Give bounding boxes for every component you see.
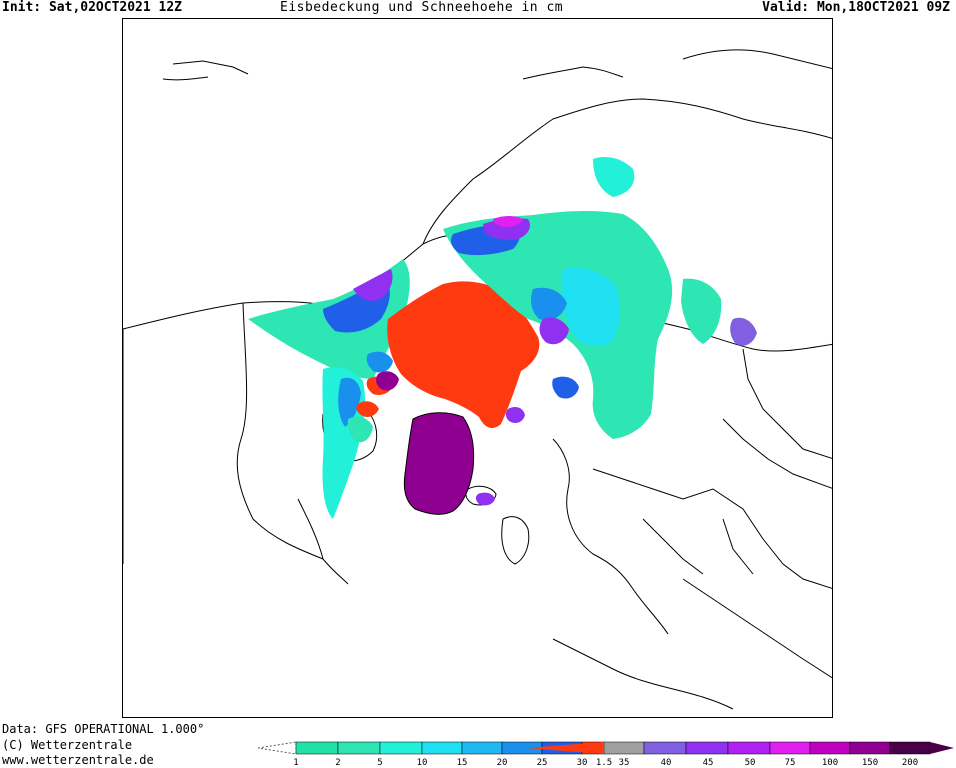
legend-tick-label: 75 <box>784 758 796 768</box>
legend-swatch-snow_15 <box>461 741 503 755</box>
siberia-coast <box>422 98 832 245</box>
color-legend <box>257 741 954 755</box>
legend-tick-label: 35 <box>618 758 630 768</box>
british-isles <box>501 516 530 565</box>
legend-swatch-snow_35 <box>603 741 645 755</box>
legend-swatch-snow_100 <box>809 741 851 755</box>
valid-time-label: Valid: Mon,18OCT2021 09Z <box>762 0 950 15</box>
website-link[interactable]: www.wetterzentrale.de <box>2 753 154 767</box>
snow-north-america <box>248 259 410 519</box>
legend-swatch-snow_200 <box>889 741 931 755</box>
legend-swatch-snow_45 <box>685 741 729 755</box>
legend-swatch-snow_1 <box>295 741 339 755</box>
legend-swatch-snow_5 <box>379 741 423 755</box>
legend-tick-label: 45 <box>702 758 714 768</box>
legend-tick-label: 5 <box>377 758 383 768</box>
legend-sea-ice-wedge <box>526 742 604 754</box>
europe-borders <box>592 468 832 679</box>
legend-tick-label: 200 <box>901 758 919 768</box>
legend-tick-label: 150 <box>861 758 879 768</box>
kamchatka-coast <box>522 49 832 80</box>
snow-arctic-islands <box>347 351 399 443</box>
legend-swatch-snow_2 <box>337 741 381 755</box>
legend-tick-label: 20 <box>496 758 508 768</box>
copyright-label: (C) Wetterzentrale <box>2 738 133 752</box>
legend-tick-label: 30 <box>576 758 588 768</box>
eastern-europe-borders <box>722 348 832 489</box>
legend-tick-label: 2 <box>335 758 341 768</box>
mediterranean-coast <box>552 638 734 710</box>
legend-swatches <box>257 741 954 755</box>
north-america-coast <box>123 234 484 585</box>
snow-eurasia <box>443 157 757 439</box>
legend-tick-label: 1.5 <box>595 758 613 768</box>
legend-tick-label: 25 <box>536 758 548 768</box>
legend-tick-label: 15 <box>456 758 468 768</box>
legend-lead-arrow <box>257 741 297 755</box>
map-title: Eisbedeckung und Schneehoehe in cm <box>280 0 564 15</box>
legend-swatch-snow_75 <box>769 741 811 755</box>
legend-tick-label: 40 <box>660 758 672 768</box>
greenland <box>403 412 475 515</box>
legend-swatch-snow_50 <box>727 741 771 755</box>
data-source-label: Data: GFS OPERATIONAL 1.000° <box>2 722 205 736</box>
sea-ice <box>387 281 540 429</box>
legend-tick-label: 100 <box>821 758 839 768</box>
map-canvas <box>123 49 832 710</box>
legend-swatch-snow_10 <box>421 741 463 755</box>
init-time-label: Init: Sat,02OCT2021 12Z <box>2 0 183 15</box>
scandinavia-coast <box>552 438 669 635</box>
legend-swatch-snow_150 <box>849 741 891 755</box>
legend-tick-label: 50 <box>744 758 756 768</box>
legend-swatch-snow_40 <box>643 741 687 755</box>
polar-map <box>122 18 833 718</box>
legend-end-arrow <box>930 742 954 754</box>
alaska-coast <box>162 60 249 81</box>
legend-tick-label: 10 <box>416 758 428 768</box>
legend-tick-label: 1 <box>293 758 299 768</box>
snow-islands <box>475 376 579 506</box>
